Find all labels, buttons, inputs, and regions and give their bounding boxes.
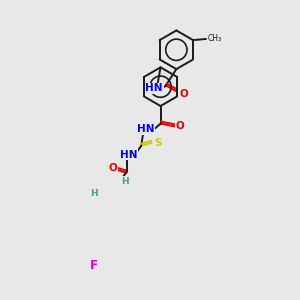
Text: O: O	[179, 89, 188, 99]
Text: F: F	[90, 259, 98, 272]
Text: O: O	[176, 122, 184, 131]
Text: S: S	[154, 138, 161, 148]
Text: H: H	[121, 177, 129, 186]
Text: HN: HN	[137, 124, 155, 134]
Text: HN: HN	[145, 83, 163, 93]
Text: CH₃: CH₃	[208, 34, 222, 43]
Text: HN: HN	[120, 150, 137, 160]
Text: H: H	[91, 189, 98, 198]
Text: O: O	[108, 163, 117, 173]
